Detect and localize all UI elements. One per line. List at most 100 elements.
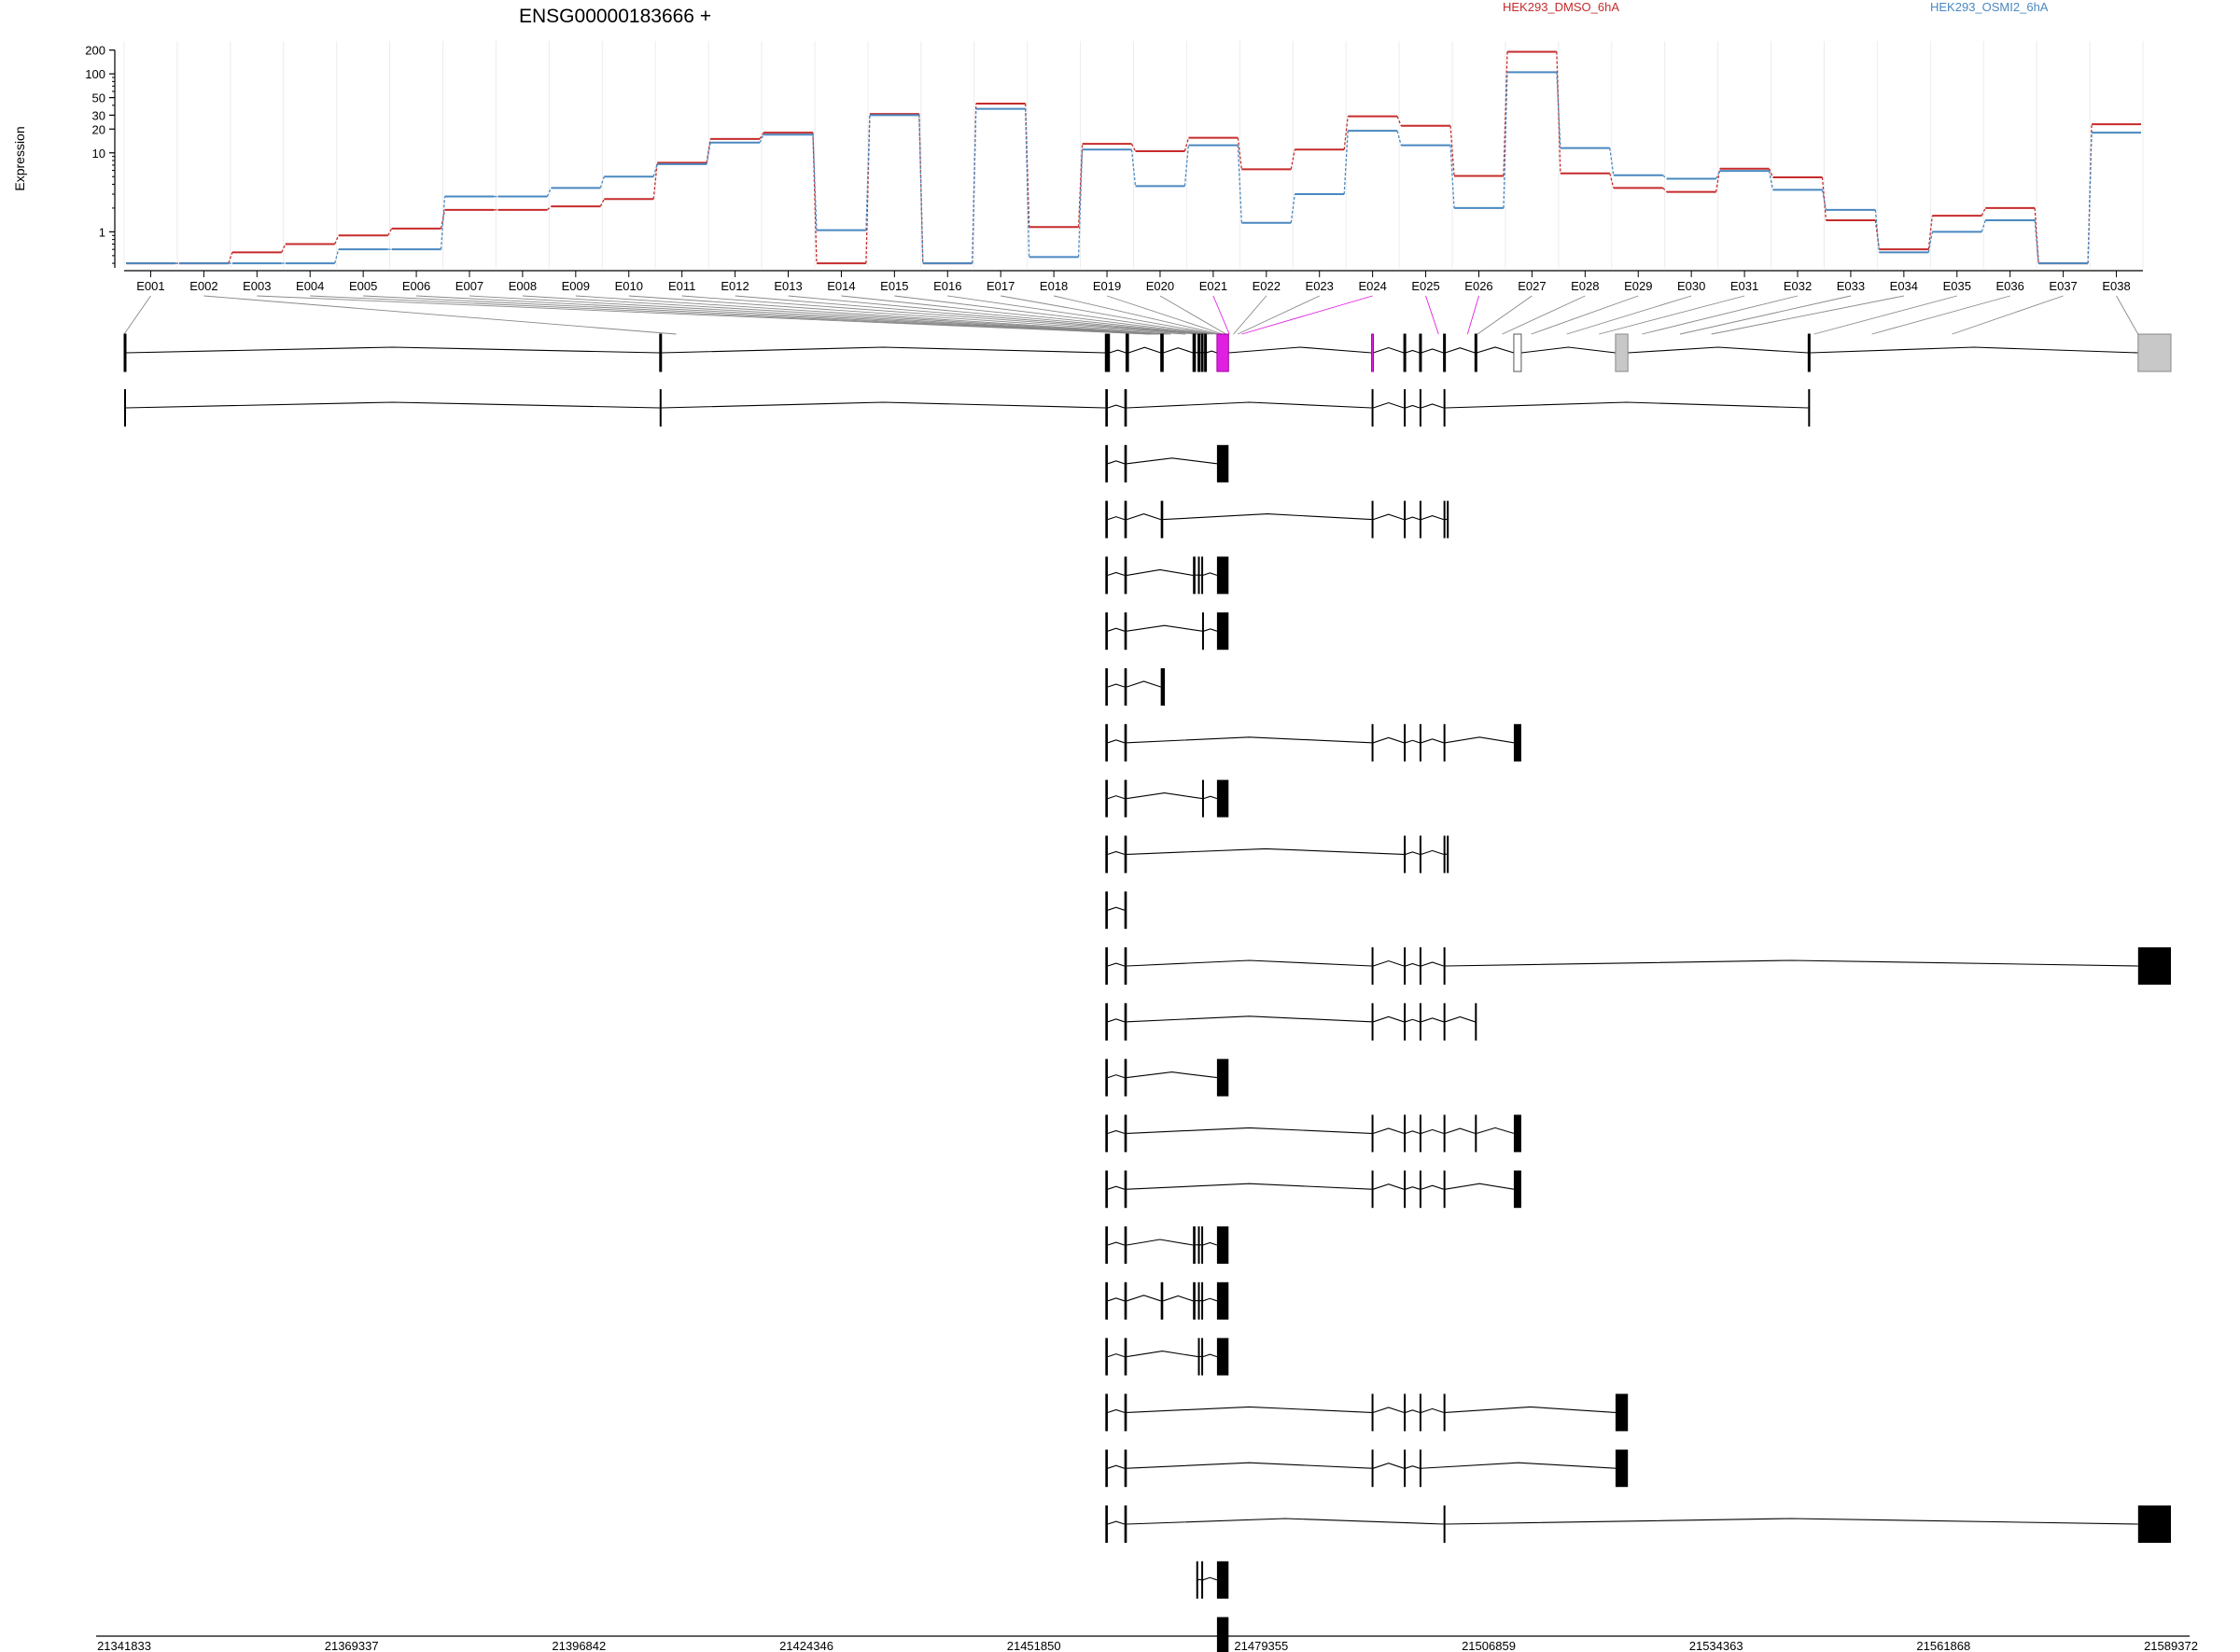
transcript-exon bbox=[1124, 1281, 1127, 1320]
transcript-intron bbox=[1107, 516, 1125, 521]
transcript-exon bbox=[1419, 947, 1421, 985]
transcript-intron bbox=[1197, 1578, 1202, 1581]
gene-exon bbox=[1216, 333, 1229, 372]
y-axis-label: Expression bbox=[12, 126, 27, 190]
transcript-intron bbox=[1127, 568, 1194, 576]
series-connector bbox=[1077, 149, 1084, 258]
transcript-exon bbox=[1105, 947, 1108, 985]
exon-connector bbox=[416, 295, 1159, 335]
series-connector bbox=[281, 244, 287, 253]
transcript-exon bbox=[1105, 1337, 1108, 1376]
x-tick-label: E004 bbox=[296, 279, 324, 293]
x-tick-label: E023 bbox=[1306, 279, 1334, 293]
transcript-exon bbox=[1105, 1058, 1108, 1097]
transcript-exon bbox=[1105, 556, 1108, 595]
transcript-exon bbox=[1513, 1170, 1521, 1209]
transcript-exon bbox=[1105, 891, 1108, 930]
gene-intron bbox=[1405, 349, 1421, 354]
series-connector bbox=[1396, 116, 1402, 127]
gene-intron bbox=[1109, 349, 1127, 354]
transcript-exon bbox=[1105, 500, 1108, 539]
transcript-intron bbox=[1405, 516, 1421, 521]
gene-exon bbox=[1403, 333, 1407, 372]
transcript-intron bbox=[1127, 1462, 1372, 1469]
transcript-exon bbox=[1197, 556, 1200, 595]
series-connector bbox=[599, 176, 605, 189]
transcript-exon bbox=[1105, 835, 1108, 874]
genomic-tick-label: 21369337 bbox=[325, 1639, 379, 1652]
x-tick-label: E006 bbox=[402, 279, 430, 293]
series-connector bbox=[1715, 170, 1721, 179]
series-connector bbox=[1237, 137, 1242, 170]
transcript-exon bbox=[1419, 500, 1421, 539]
transcript-exon bbox=[1475, 1114, 1477, 1153]
transcript-intron bbox=[1107, 1520, 1125, 1525]
transcript-intron bbox=[1107, 571, 1125, 576]
exon-connector bbox=[1531, 295, 1639, 335]
gene-exon bbox=[1443, 333, 1447, 372]
transcript-exon bbox=[1443, 947, 1446, 985]
y-tick-label: 30 bbox=[92, 108, 105, 122]
x-tick-label: E022 bbox=[1253, 279, 1281, 293]
transcript-exon bbox=[1105, 1505, 1108, 1543]
transcript-intron bbox=[1405, 851, 1421, 855]
gene-intron bbox=[1628, 346, 1809, 354]
series-connector bbox=[1981, 219, 1986, 232]
genomic-tick-label: 21589372 bbox=[2144, 1639, 2198, 1652]
exon-connector bbox=[947, 295, 1213, 335]
gene-exon bbox=[1125, 333, 1129, 372]
transcript-intron bbox=[1373, 1463, 1405, 1469]
transcript-exon bbox=[1124, 612, 1127, 651]
transcript-exon bbox=[1443, 835, 1446, 874]
transcript-intron bbox=[1405, 1409, 1421, 1413]
series-connector bbox=[228, 252, 233, 264]
transcript-exon bbox=[1808, 389, 1811, 427]
gene-intron bbox=[1476, 346, 1515, 354]
transcript-exon bbox=[1371, 1170, 1374, 1209]
transcript-exon bbox=[1201, 1561, 1204, 1599]
transcript-intron bbox=[1107, 1297, 1125, 1302]
transcript-exon bbox=[1105, 723, 1108, 762]
series-connector bbox=[1343, 131, 1349, 195]
transcript-exon bbox=[2137, 947, 2171, 985]
transcript-exon bbox=[1124, 1505, 1127, 1543]
transcript-exon bbox=[1124, 779, 1127, 818]
exon-connector bbox=[575, 295, 1171, 335]
transcript-intron bbox=[1107, 739, 1125, 744]
transcript-exon bbox=[1216, 1617, 1229, 1652]
transcript-exon bbox=[1216, 444, 1229, 483]
series-connector bbox=[1981, 207, 1986, 217]
transcript-intron bbox=[1445, 959, 2138, 967]
transcript-exon bbox=[1216, 779, 1229, 818]
transcript-exon bbox=[1371, 1393, 1374, 1432]
transcript-intron bbox=[1202, 572, 1218, 576]
exon-connector bbox=[310, 295, 1152, 335]
transcript-intron bbox=[1127, 513, 1161, 521]
exon-connector bbox=[1106, 295, 1224, 335]
series-connector bbox=[652, 162, 658, 200]
exon-connector bbox=[1813, 295, 1957, 335]
transcript-exon bbox=[1216, 1058, 1229, 1097]
gene-intron bbox=[1373, 346, 1405, 354]
genomic-tick-label: 21424346 bbox=[779, 1639, 833, 1652]
transcript-exon bbox=[1404, 723, 1407, 762]
transcript-exon bbox=[1419, 1002, 1421, 1041]
transcript-exon bbox=[1216, 612, 1229, 651]
transcript-intron bbox=[661, 401, 1106, 409]
transcript-exon bbox=[1124, 1393, 1127, 1432]
exon-connector bbox=[1001, 295, 1217, 335]
x-tick-label: E029 bbox=[1624, 279, 1652, 293]
transcript-intron bbox=[1107, 850, 1125, 855]
exon-connector bbox=[123, 295, 151, 335]
gene-exon bbox=[1807, 333, 1811, 372]
exon-connector bbox=[1425, 295, 1439, 335]
exon-connector bbox=[1952, 295, 2064, 335]
transcript-exon bbox=[1447, 500, 1449, 539]
exon-connector bbox=[841, 295, 1207, 335]
transcript-exon bbox=[1475, 1002, 1477, 1041]
x-tick-label: E037 bbox=[2049, 279, 2077, 293]
transcript-exon bbox=[1216, 1226, 1229, 1264]
transcript-intron bbox=[1127, 680, 1161, 688]
transcript-exon bbox=[1371, 389, 1374, 427]
